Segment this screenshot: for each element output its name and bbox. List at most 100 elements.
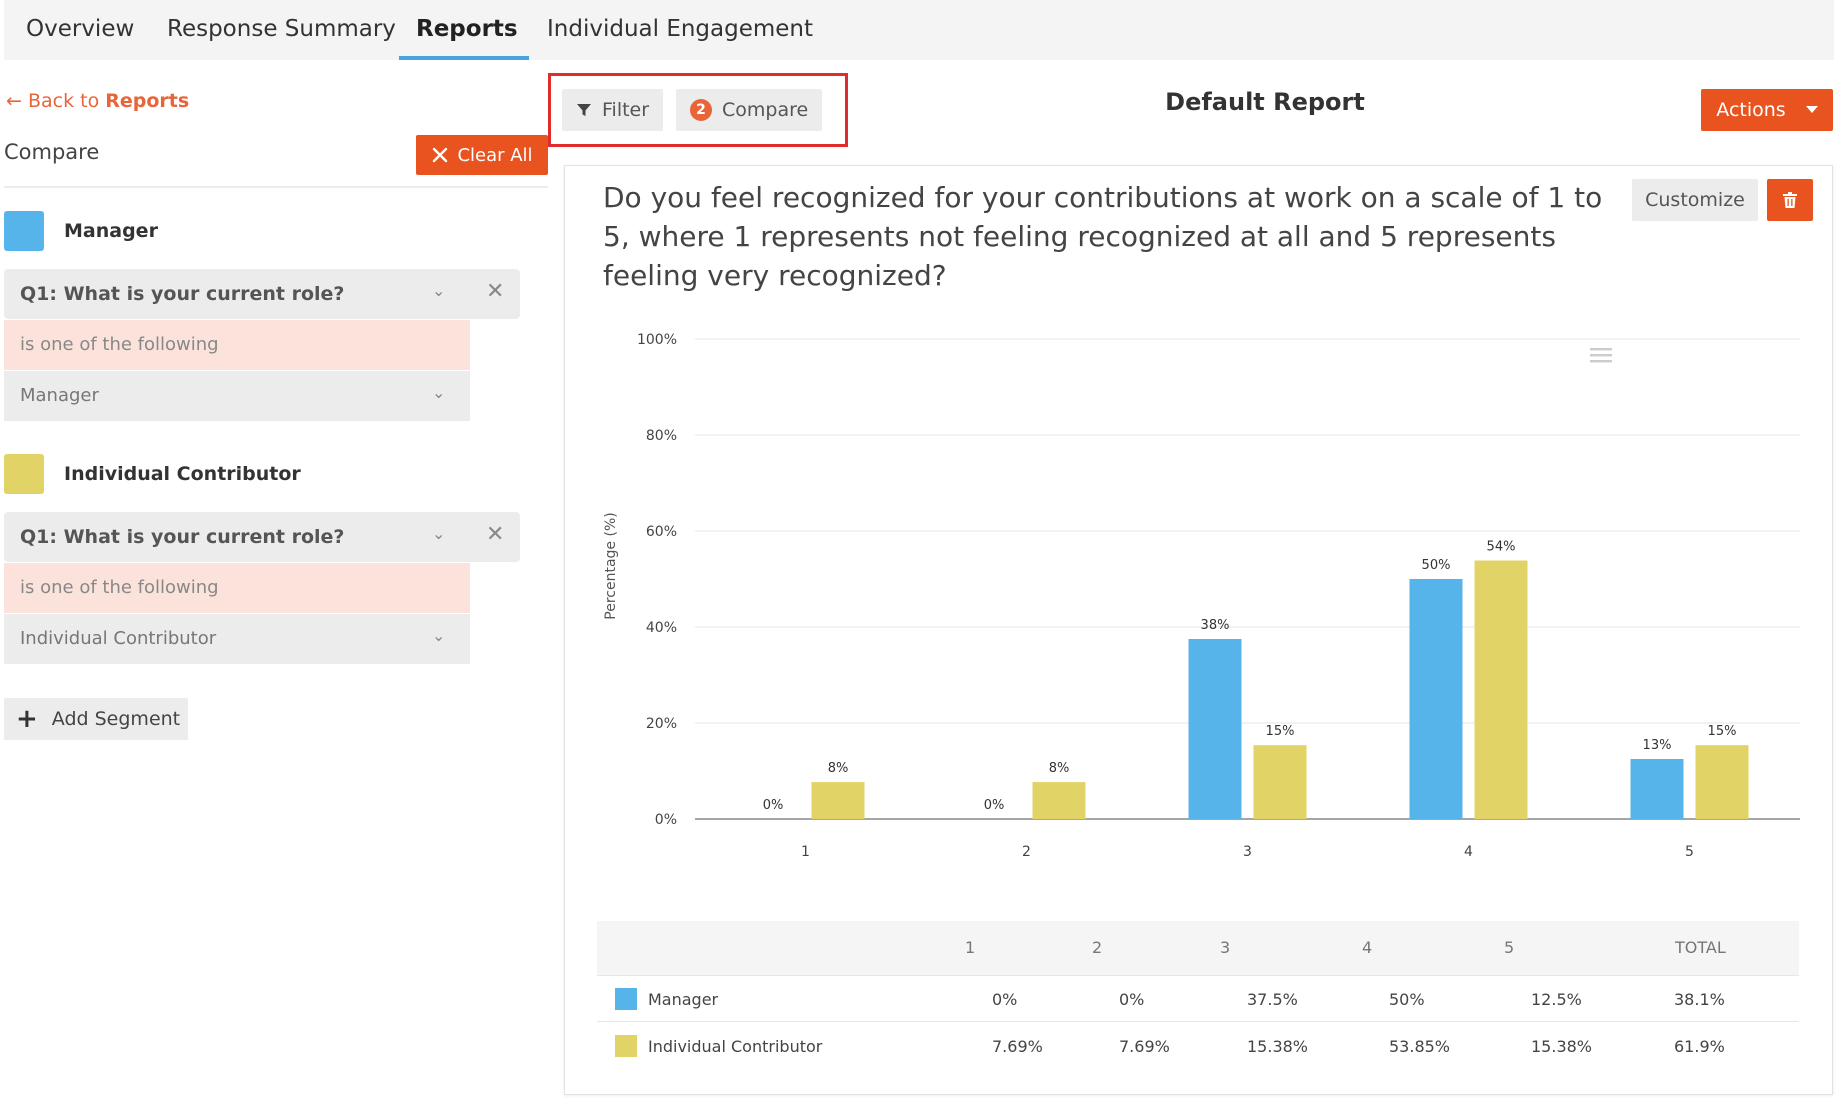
- table-cell: 15.38%: [1531, 1037, 1593, 1056]
- table-cell: 53.85%: [1389, 1037, 1451, 1056]
- chevron-down-icon: ⌄: [432, 524, 446, 543]
- y-tick-label: 100%: [637, 332, 677, 348]
- segment-name: Individual Contributor: [64, 463, 301, 485]
- customize-button[interactable]: Customize: [1632, 179, 1758, 221]
- segment-condition: is one of the following: [4, 563, 470, 613]
- caret-down-icon: [1805, 106, 1818, 113]
- condition-text: is one of the following: [20, 577, 219, 598]
- active-tab-indicator: [399, 56, 529, 60]
- remove-condition-icon[interactable]: ✕: [486, 522, 505, 547]
- arrow-left-icon: ←: [6, 90, 22, 112]
- y-tick-label: 40%: [646, 620, 677, 636]
- segment-condition: is one of the following: [4, 320, 470, 370]
- x-tick-label: 2: [1022, 844, 1031, 860]
- bar-individual-contributor[interactable]: [1032, 782, 1086, 819]
- divider: [597, 975, 1799, 976]
- segment-question-select[interactable]: Q1: What is your current role? ⌄ ✕: [4, 512, 520, 562]
- add-segment-label: Add Segment: [51, 708, 181, 730]
- column-header: 5: [1504, 938, 1515, 957]
- chevron-down-icon: ⌄: [432, 383, 446, 402]
- question-text: Do you feel recognized for your contribu…: [603, 181, 1603, 292]
- table-cell: 7.69%: [992, 1037, 1043, 1056]
- segment-question: Q1: What is your current role?: [20, 283, 345, 305]
- report-title: Default Report: [1165, 88, 1365, 116]
- bar-data-label: 54%: [1487, 540, 1516, 555]
- x-tick-label: 1: [801, 844, 810, 860]
- divider: [4, 186, 548, 188]
- bar-manager[interactable]: [1409, 579, 1463, 819]
- column-header: TOTAL: [1675, 938, 1726, 957]
- table-cell: 15.38%: [1247, 1037, 1309, 1056]
- table-cell: 7.69%: [1119, 1037, 1170, 1056]
- remove-condition-icon[interactable]: ✕: [486, 279, 505, 304]
- y-axis-label: Percentage (%): [603, 512, 619, 619]
- bar-individual-contributor[interactable]: [1253, 745, 1307, 819]
- report-card: Do you feel recognized for your contribu…: [564, 165, 1833, 1095]
- chevron-down-icon: ⌄: [432, 626, 446, 645]
- x-tick-label: 3: [1243, 844, 1252, 860]
- x-tick-label: 4: [1464, 844, 1473, 860]
- bar-individual-contributor[interactable]: [1474, 560, 1528, 819]
- segment-value-select[interactable]: Manager ⌄: [4, 371, 470, 421]
- bar-individual-contributor[interactable]: [811, 782, 865, 819]
- segment-value-select[interactable]: Individual Contributor ⌄: [4, 614, 470, 664]
- bar-data-label: 38%: [1201, 618, 1230, 633]
- segment-color-swatch[interactable]: [4, 454, 44, 494]
- actions-button[interactable]: Actions: [1701, 89, 1833, 131]
- chevron-down-icon: ⌄: [432, 281, 446, 300]
- bar-individual-contributor[interactable]: [1695, 745, 1749, 819]
- table-row-label: Manager: [648, 990, 719, 1009]
- divider: [597, 1021, 1799, 1022]
- segment-color-swatch[interactable]: [4, 211, 44, 251]
- compare-count-badge: 2: [690, 99, 712, 121]
- bar-data-label: 15%: [1708, 724, 1737, 739]
- compare-heading: Compare: [4, 140, 100, 164]
- clear-all-label: Clear All: [457, 144, 533, 166]
- close-icon: [433, 147, 448, 163]
- back-to-reports-link[interactable]: ← Back to Reports: [6, 90, 189, 112]
- bar-chart: 0% 8% 0% 8% 38% 15% 50% 54% 13% 15% 1 2 3 4 5 0% 20% 40…: [603, 332, 1800, 860]
- y-tick-label: 20%: [646, 716, 677, 732]
- add-segment-button[interactable]: + Add Segment: [4, 698, 188, 740]
- segment-name: Manager: [64, 220, 158, 242]
- filter-button[interactable]: Filter: [562, 89, 664, 131]
- tab-response-summary[interactable]: Response Summary: [167, 16, 396, 42]
- bar-data-label: 13%: [1643, 738, 1672, 753]
- table-cell: 38.1%: [1674, 990, 1725, 1009]
- filter-icon: [577, 104, 591, 116]
- y-tick-label: 60%: [646, 524, 677, 540]
- table-row-label: Individual Contributor: [648, 1037, 823, 1056]
- row-color-swatch: [615, 988, 637, 1010]
- tab-individual-engagement[interactable]: Individual Engagement: [547, 16, 814, 42]
- back-target: Reports: [105, 90, 190, 112]
- y-tick-label: 80%: [646, 428, 677, 444]
- segment-question: Q1: What is your current role?: [20, 526, 345, 548]
- segment-value: Individual Contributor: [20, 628, 217, 649]
- tab-overview[interactable]: Overview: [26, 16, 135, 42]
- bar-data-label: 0%: [763, 798, 784, 813]
- table-cell: 50%: [1389, 990, 1425, 1009]
- column-header: 2: [1092, 938, 1103, 957]
- table-cell: 0%: [992, 990, 1018, 1009]
- compare-label: Compare: [722, 99, 809, 121]
- clear-all-button[interactable]: Clear All: [416, 135, 548, 175]
- segment-value: Manager: [20, 385, 99, 406]
- tab-reports[interactable]: Reports: [416, 16, 518, 42]
- table-cell: 12.5%: [1531, 990, 1582, 1009]
- actions-label: Actions: [1716, 99, 1786, 121]
- table-header: 1 2 3 4 5 TOTAL: [597, 921, 1799, 975]
- delete-button[interactable]: [1767, 179, 1813, 221]
- trash-icon: [1783, 192, 1797, 208]
- back-prefix: Back to: [27, 90, 100, 112]
- compare-button[interactable]: 2 Compare: [676, 89, 823, 131]
- x-tick-label: 5: [1685, 844, 1694, 860]
- highlight-box: [548, 73, 848, 147]
- plus-icon: +: [16, 704, 38, 734]
- segment-question-select[interactable]: Q1: What is your current role? ⌄ ✕: [4, 269, 520, 319]
- top-nav: Overview Response Summary Reports Indivi…: [4, 0, 1834, 60]
- bar-manager[interactable]: [1630, 759, 1684, 819]
- bar-manager[interactable]: [1188, 639, 1242, 819]
- column-header: 1: [965, 938, 976, 957]
- chart-menu-icon[interactable]: [1590, 348, 1612, 363]
- bar-data-label: 50%: [1422, 558, 1451, 573]
